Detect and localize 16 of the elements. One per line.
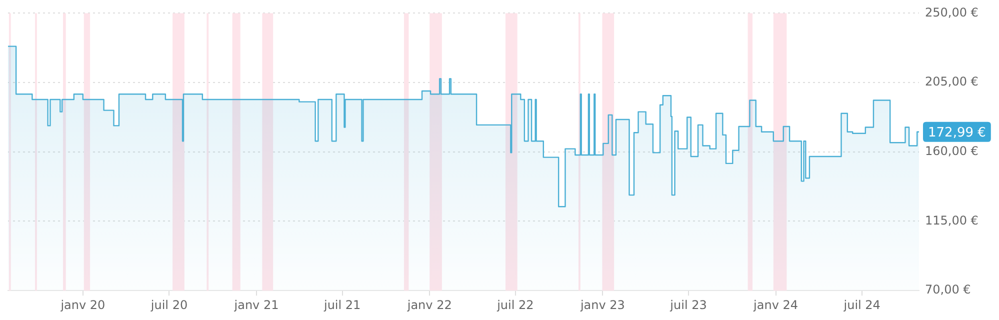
x-tick-label: juil 20 (150, 298, 188, 312)
x-tick-label: janv 21 (233, 298, 279, 312)
y-tick-label: 115,00 € (925, 213, 978, 228)
x-tick-label: janv 23 (579, 298, 625, 312)
x-tick-label: juil 23 (669, 298, 707, 312)
annotation: 172,99 € (928, 125, 986, 140)
x-tick-label: juil 21 (322, 298, 361, 312)
x-tick-label: janv 20 (60, 298, 106, 312)
y-tick-label: 250,00 € (925, 5, 978, 20)
y-tick-label: 70,00 € (925, 282, 971, 297)
x-tick-label: janv 22 (406, 298, 452, 312)
y-tick-label: 205,00 € (925, 74, 978, 89)
x-tick-label: juil 22 (496, 298, 534, 312)
x-tick-label: janv 24 (752, 298, 798, 312)
y-tick-label: 160,00 € (925, 144, 978, 158)
x-tick-label: juil 24 (842, 298, 880, 312)
